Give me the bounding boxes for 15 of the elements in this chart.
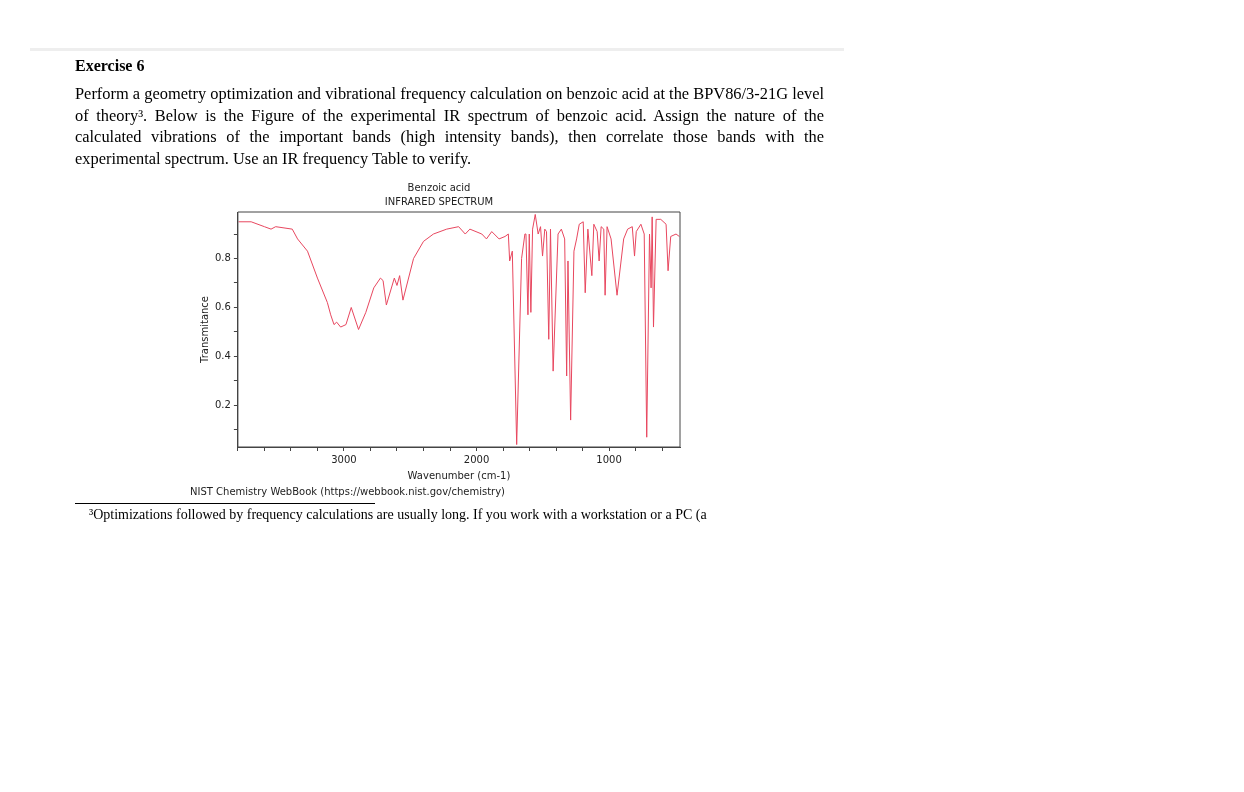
text: Perform a geometry optimization and vibrational frequency calculation on benzoic acid at the BPV86/3-21G level of theory³. Below is the Figure of the experimental IR spectrum of benzoic acid. Assign the nature of the calculated vibrations of the important bands (high intensity bands), then correlate those bands with the experimental spectrum. Use an IR frequency Table to verify. [75, 83, 824, 169]
chart-title: Benzoic acid [407, 181, 471, 193]
chart-subtitle: INFRARED SPECTRUM [384, 195, 494, 207]
x-tick-label: 1000 [596, 453, 622, 465]
x-axis-title: Wavenumber (cm-1) [407, 469, 511, 481]
y-tick-label: 0.8 [215, 252, 231, 264]
y-axis-title: Transmitance [198, 296, 210, 364]
text: NIST Chemistry WebBook (https://webbook.nist.gov/chemistry) [190, 486, 505, 497]
text: ³Optimizations followed by frequency calculations are usually long. If you work with a workstation or a PC (a [89, 507, 707, 523]
y-tick-label: 0.2 [215, 398, 231, 410]
text: Exercise 6 [75, 57, 145, 75]
y-tick-label: 0.6 [215, 301, 231, 313]
y-tick-label: 0.4 [215, 350, 231, 362]
x-tick-label: 2000 [463, 453, 490, 465]
x-tick-label: 3000 [331, 453, 357, 465]
